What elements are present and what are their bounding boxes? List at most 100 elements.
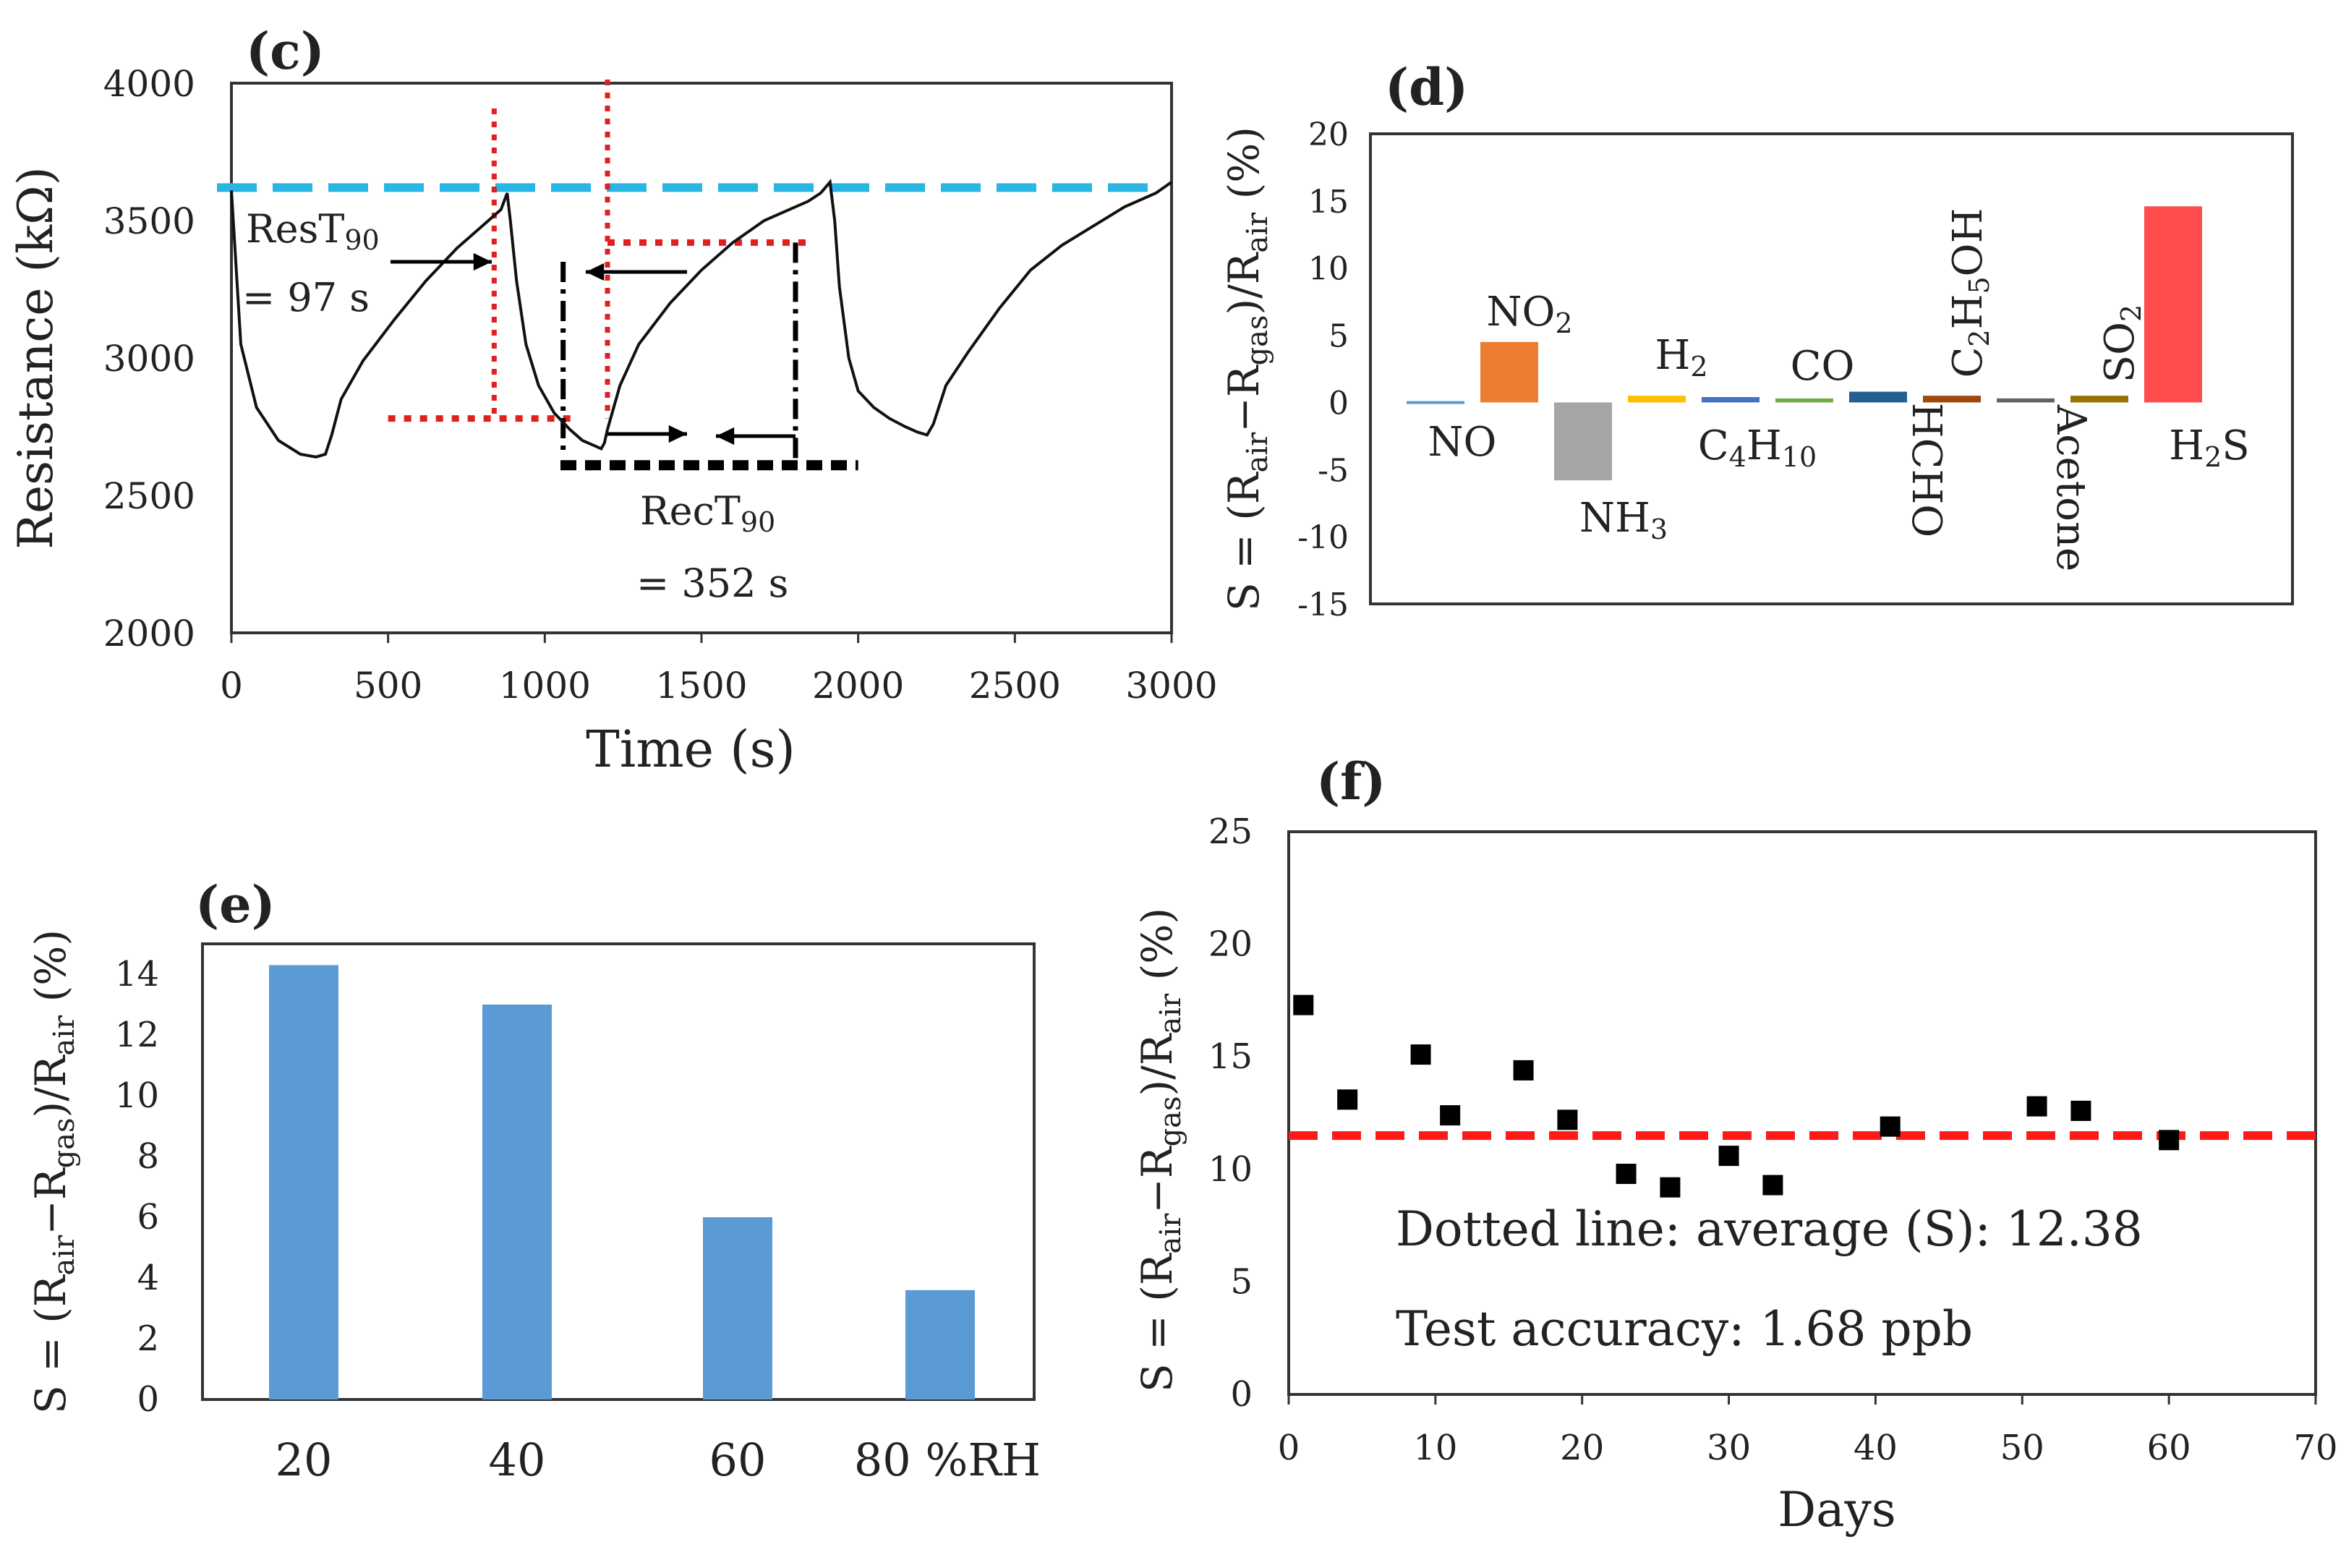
bar-c2h5oh <box>1923 396 1981 403</box>
gas-label-no2: NO2 <box>1486 289 1572 339</box>
label-main: SO <box>2097 322 2144 383</box>
data-point <box>1762 1175 1783 1196</box>
f-ylabel-rparen: )/R <box>1133 1032 1182 1096</box>
gas-label-h2: H2 <box>1655 332 1707 383</box>
x-tick-label-f: 50 <box>2000 1428 2044 1468</box>
x-tick-label-c: 3000 <box>1125 665 1217 707</box>
x-tick-label-c: 1000 <box>499 665 591 707</box>
bar-rh-40 <box>482 1005 552 1399</box>
y-tick-label-d: -5 <box>1318 452 1349 489</box>
res-arrow-left-head <box>586 263 605 281</box>
rec-arrow-right-head <box>668 425 687 443</box>
data-point <box>2070 1100 2091 1121</box>
f-ylabel-minus: −R <box>1133 1145 1182 1214</box>
label-main: Acetone <box>2047 404 2094 571</box>
y-axis-ticks-e: 0 2 4 6 8 10 12 14 <box>115 954 159 1420</box>
y-tick-label-c: 3500 <box>103 200 195 242</box>
y-tick-label-e: 0 <box>137 1379 159 1420</box>
y-tick-label-e: 14 <box>115 954 159 994</box>
panel-label-c: (c) <box>246 21 325 81</box>
y-tick-label-d: 0 <box>1328 385 1349 422</box>
panel-label-e: (e) <box>195 874 276 934</box>
reference-lines-c <box>217 80 1157 471</box>
y-tick-label-c: 2000 <box>103 613 195 655</box>
x-axis-ticks-e: 20 40 60 80 %RH <box>276 1433 1041 1486</box>
label-main: NO <box>1486 289 1555 336</box>
x-tick-label-c: 0 <box>220 665 243 707</box>
plot-area-e <box>201 942 1036 1401</box>
data-point <box>2159 1130 2180 1151</box>
data-point <box>1440 1105 1461 1126</box>
label-main: H <box>2169 422 2204 469</box>
label-main2: S <box>2222 422 2249 469</box>
y-tick-label-f: 25 <box>1208 811 1253 852</box>
x-axis-label-c: Time (s) <box>586 720 795 779</box>
label-sub: 2 <box>1963 329 1995 346</box>
label-main: NH <box>1579 495 1650 542</box>
label-sub: 2 <box>1555 307 1572 339</box>
data-point <box>2026 1096 2047 1117</box>
x-tick-label-e: 80 %RH <box>854 1433 1041 1486</box>
gas-label-h2s: H2S <box>2169 422 2249 473</box>
d-ylabel-rparen: )/R <box>1219 251 1268 315</box>
e-ylabel-minus: −R <box>26 1167 75 1235</box>
y-tick-label-d: -15 <box>1297 587 1349 623</box>
y-tick-label-c: 4000 <box>103 63 195 105</box>
y-axis-label-c: Resistance (kΩ) <box>8 166 64 549</box>
panel-f-stability-scatter: (f) 0 5 10 15 20 25 0 10 20 30 40 50 60 70 Days S = … <box>1133 751 2338 1538</box>
x-tick-label-c: 2000 <box>812 665 904 707</box>
x-tick-label-c: 500 <box>354 665 422 707</box>
y-tick-label-c: 3000 <box>103 338 195 380</box>
label-sub: 2 <box>2204 441 2222 473</box>
data-point <box>1880 1116 1901 1137</box>
gas-label-no: NO <box>1428 419 1497 466</box>
gas-label-so2: SO2 <box>2097 304 2147 383</box>
y-tick-label-e: 2 <box>137 1318 159 1359</box>
d-ylabel-air2: air <box>1241 212 1274 253</box>
label-main: CO <box>1791 343 1855 390</box>
data-point <box>1337 1089 1358 1110</box>
y-tick-label-d: 20 <box>1308 116 1349 153</box>
y-axis-label-e: S = (Rair−Rgas)/Rair (%) <box>26 929 81 1414</box>
d-ylabel-pct: (%) <box>1219 127 1268 213</box>
label-main: C <box>1698 422 1729 469</box>
gas-label-c4h10: C4H10 <box>1698 422 1817 473</box>
x-tick-label-f: 40 <box>1854 1428 1898 1468</box>
bar-nh3 <box>1554 402 1612 481</box>
label-main: NO <box>1428 419 1497 466</box>
x-tick-label-e: 40 <box>489 1433 546 1486</box>
bar-c4h10 <box>1702 397 1760 403</box>
gas-label-hcho: HCHO <box>1903 403 1950 537</box>
f-ylabel-pct: (%) <box>1133 908 1182 994</box>
bar-h2s <box>2144 206 2202 403</box>
y-tick-label-f: 0 <box>1230 1374 1253 1415</box>
d-ylabel-gas: gas <box>1241 315 1274 365</box>
label-sub2: 10 <box>1782 441 1817 473</box>
y-tick-label-d: 5 <box>1328 318 1349 355</box>
bar-acetone <box>1997 398 2055 403</box>
y-tick-label-c: 2500 <box>103 475 195 517</box>
f-ylabel-gas: gas <box>1154 1096 1187 1146</box>
label-main3: OH <box>1945 208 1992 277</box>
data-point <box>1293 994 1314 1015</box>
data-point <box>1513 1060 1534 1081</box>
y-tick-label-e: 12 <box>115 1015 159 1055</box>
label-main: HCHO <box>1903 403 1950 537</box>
e-ylabel-rparen: )/R <box>26 1054 75 1117</box>
label-main: C <box>1945 347 1992 378</box>
bar-co <box>1775 398 1833 403</box>
data-point <box>1557 1109 1578 1130</box>
x-tick-label-f: 0 <box>1278 1428 1300 1468</box>
label-main: H <box>1655 332 1690 379</box>
bar-rh-20 <box>269 965 338 1399</box>
f-ylabel-s: S = (R <box>1133 1252 1182 1392</box>
y-axis-label-d: S = (Rair−Rgas)/Rair (%) <box>1219 127 1274 611</box>
label-sub: 2 <box>2115 304 2147 322</box>
f-ylabel-air: air <box>1154 1213 1187 1254</box>
gas-label-c2h5oh: C2H5OH <box>1945 208 1995 378</box>
y-tick-label-f: 10 <box>1208 1149 1253 1190</box>
y-tick-label-e: 10 <box>115 1075 159 1116</box>
y-axis-ticks-f: 0 5 10 15 20 25 <box>1208 811 1253 1415</box>
